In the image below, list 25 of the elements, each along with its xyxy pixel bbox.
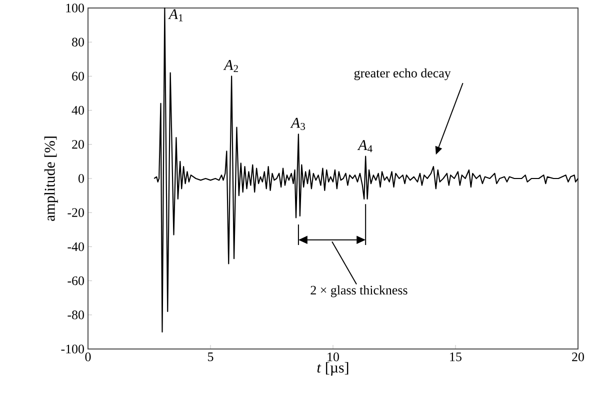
annotation: 2 × glass thickness <box>310 285 408 298</box>
y-tick-label: -20 <box>68 208 84 217</box>
y-tick-label: 0 <box>78 174 84 183</box>
x-tick-label: 10 <box>328 352 339 362</box>
y-axis-title: amplitude [%] <box>44 136 58 221</box>
y-tick-label: -60 <box>68 276 84 286</box>
y-tick-label: 100 <box>66 4 84 12</box>
y-tick-label: 20 <box>72 140 84 149</box>
x-tick-label: 15 <box>450 352 462 362</box>
annotation: A$_{4}$ <box>357 140 372 152</box>
x-axis-title: t [µs] <box>317 362 348 376</box>
line-series <box>154 7 579 332</box>
annotation: A$_{2}$ <box>223 60 238 72</box>
y-tick-label: 40 <box>72 106 84 115</box>
annotation: A$_{1}$ <box>168 9 183 22</box>
y-tick-label: -40 <box>68 242 84 252</box>
x-tick-label: 5 <box>208 352 214 362</box>
y-tick-label: 60 <box>72 72 84 81</box>
y-tick-label: 80 <box>72 38 84 46</box>
y-tick-label: -80 <box>68 310 84 320</box>
annotation: A$_{3}$ <box>290 118 305 130</box>
annotation: greater echo decay <box>354 68 451 80</box>
y-tick-label: -100 <box>61 344 84 354</box>
x-tick-label: 0 <box>85 352 91 362</box>
x-tick-label: 20 <box>572 352 584 362</box>
